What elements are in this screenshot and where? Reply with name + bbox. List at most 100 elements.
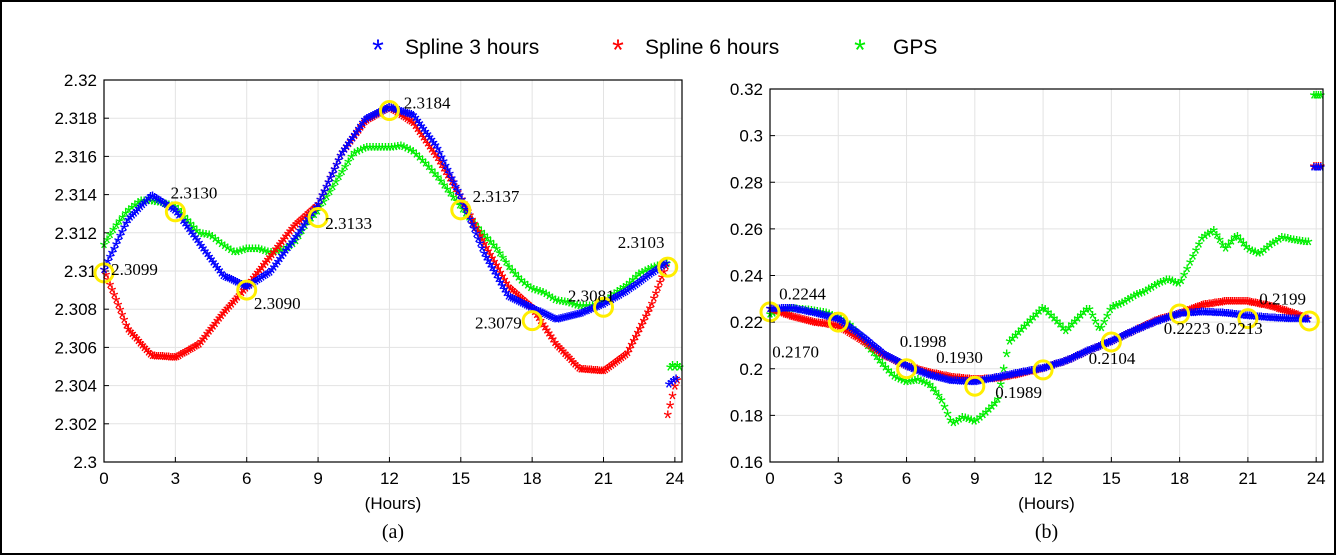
- data-point: *: [352, 124, 361, 149]
- legend-label-spline-3: Spline 3 hours: [405, 36, 539, 59]
- data-point: *: [1247, 293, 1256, 318]
- data-point: *: [160, 348, 169, 373]
- data-point: *: [522, 294, 531, 319]
- data-point: *: [1095, 338, 1104, 363]
- data-point: *: [181, 343, 190, 368]
- data-point: *: [1168, 272, 1177, 297]
- data-point: *: [577, 304, 586, 329]
- data-point: *: [835, 311, 844, 336]
- data-point: *: [1155, 312, 1164, 337]
- data-point: *: [795, 309, 804, 334]
- data-point: *: [223, 300, 232, 325]
- data-point: *: [588, 297, 597, 322]
- data-point: *: [801, 311, 810, 336]
- data-point: *: [1145, 315, 1154, 340]
- data-point: *: [581, 361, 590, 386]
- data-point: *: [673, 356, 682, 381]
- data-point: *: [415, 123, 424, 148]
- data-point: *: [142, 192, 151, 217]
- data-point: *: [1143, 316, 1152, 341]
- data-point: *: [551, 291, 560, 316]
- data-point: *: [613, 283, 622, 308]
- data-point: *: [547, 328, 556, 353]
- data-point: *: [593, 298, 602, 323]
- data-point: *: [1254, 244, 1263, 269]
- data-point: *: [1013, 365, 1022, 390]
- data-point: *: [932, 368, 941, 393]
- data-point: *: [1025, 362, 1034, 387]
- x-tick-label: 15: [451, 469, 470, 488]
- value-annotation: 2.3090: [254, 294, 301, 313]
- data-point: *: [1042, 358, 1051, 383]
- data-point: *: [215, 262, 224, 287]
- data-point: *: [1244, 307, 1253, 332]
- data-point: *: [1109, 298, 1118, 323]
- data-point: *: [257, 241, 266, 266]
- data-point: *: [381, 101, 390, 126]
- data-point: *: [887, 364, 896, 389]
- data-point: *: [1226, 293, 1235, 318]
- data-point: *: [494, 260, 503, 285]
- data-point: *: [520, 295, 529, 320]
- y-tick-label: 2.318: [54, 109, 97, 128]
- data-point: *: [1207, 223, 1216, 248]
- data-point: *: [870, 337, 879, 362]
- data-point: *: [1065, 319, 1074, 344]
- data-point: *: [207, 320, 216, 345]
- data-point: *: [577, 360, 586, 385]
- data-point: *: [996, 375, 1005, 400]
- data-point: *: [998, 369, 1007, 394]
- data-point: *: [1171, 273, 1180, 298]
- data-point: *: [443, 180, 452, 205]
- data-point: *: [310, 206, 319, 231]
- value-annotation: 0.2223: [1164, 319, 1211, 338]
- data-point: *: [223, 269, 232, 294]
- data-point: *: [786, 300, 795, 325]
- data-point: *: [798, 301, 807, 326]
- data-point: *: [180, 208, 189, 233]
- data-point: *: [454, 183, 463, 208]
- data-point: *: [468, 215, 477, 240]
- data-point: *: [486, 246, 495, 271]
- data-point: *: [553, 336, 562, 361]
- data-point: *: [397, 102, 406, 127]
- data-point: *: [1156, 274, 1165, 299]
- data-point: *: [1176, 305, 1185, 330]
- data-point: *: [1033, 361, 1042, 386]
- data-point: *: [1008, 367, 1017, 392]
- data-point: *: [868, 336, 877, 361]
- data-point: *: [536, 283, 545, 308]
- data-point: *: [254, 240, 263, 265]
- data-point: *: [783, 300, 792, 325]
- data-point: *: [866, 337, 875, 362]
- data-point: *: [512, 285, 521, 310]
- data-point: *: [211, 315, 220, 340]
- data-point: *: [429, 143, 438, 168]
- data-point: *: [1029, 362, 1038, 387]
- data-point: *: [154, 347, 163, 372]
- data-point: *: [158, 194, 167, 219]
- data-point: *: [385, 99, 394, 124]
- data-point: *: [1112, 297, 1121, 322]
- data-point: *: [320, 182, 329, 207]
- data-point: *: [140, 194, 149, 219]
- data-point: *: [1050, 356, 1059, 381]
- data-point: *: [114, 296, 123, 321]
- data-point: *: [332, 173, 341, 198]
- x-tick-label: 6: [902, 469, 911, 488]
- data-point: *: [1226, 305, 1235, 330]
- data-point: *: [613, 352, 622, 377]
- data-point: *: [1035, 360, 1044, 385]
- data-point: *: [611, 353, 620, 378]
- data-point: *: [1193, 298, 1202, 323]
- data-point: *: [1008, 365, 1017, 390]
- data-point: *: [975, 372, 984, 397]
- data-point: *: [1110, 331, 1119, 356]
- y-tick-label: 0.2: [739, 360, 763, 379]
- y-tick-label: 0.28: [730, 173, 763, 192]
- data-point: *: [585, 361, 594, 386]
- data-point: *: [342, 138, 351, 163]
- data-point: *: [937, 391, 946, 416]
- data-point: *: [401, 104, 410, 129]
- data-point: *: [1238, 306, 1247, 331]
